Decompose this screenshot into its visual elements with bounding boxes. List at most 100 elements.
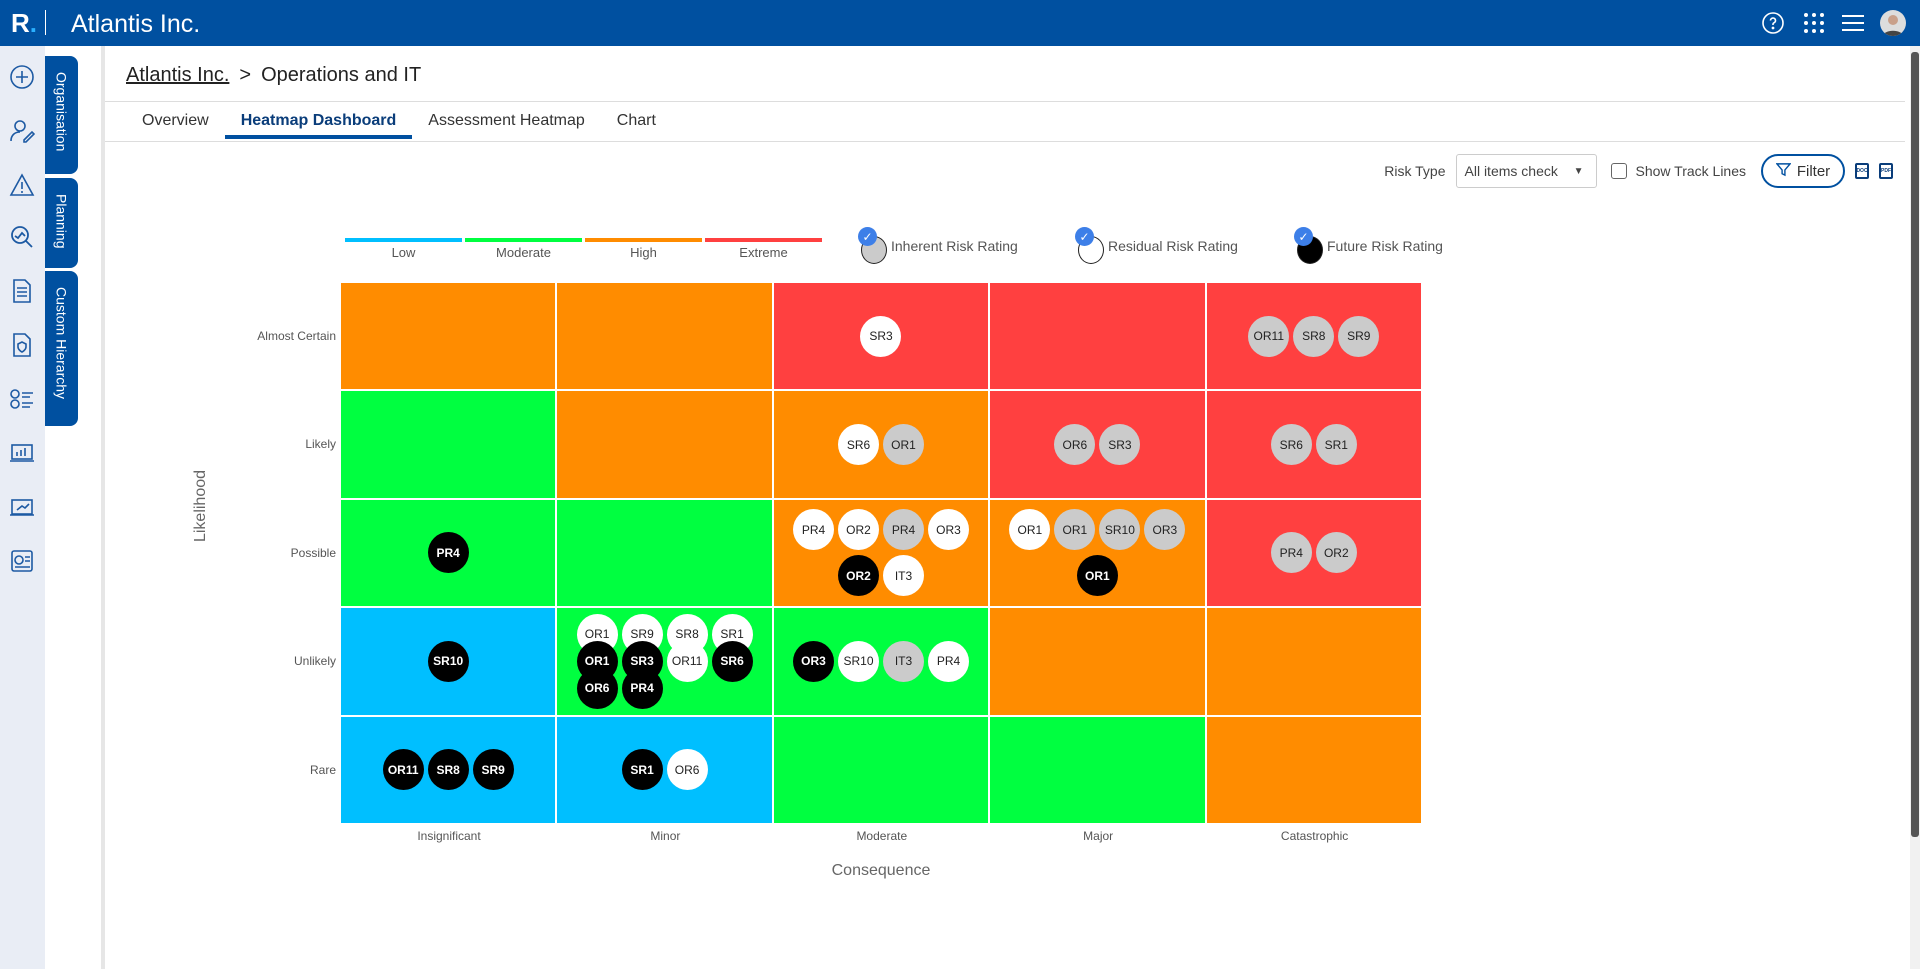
heatmap-cell[interactable] [557, 391, 772, 498]
heatmap-cell[interactable]: SR3 [773, 283, 989, 390]
bar-report-icon[interactable] [9, 440, 35, 466]
risk-bubble-residual[interactable]: OR2 [837, 509, 879, 551]
add-circle-icon[interactable] [9, 64, 35, 90]
heatmap-cell[interactable]: PR4 OR2 PR4 OR3 OR2 IT3 [773, 499, 989, 607]
heatmap-cell[interactable]: OR6 SR3 [990, 391, 1205, 498]
heatmap-cell[interactable]: SR6 OR1 [773, 391, 989, 498]
risk-bubble-future[interactable]: SR9 [472, 749, 514, 791]
help-icon[interactable] [1760, 10, 1786, 36]
apps-grid-icon[interactable] [1801, 10, 1827, 36]
heatmap-cell[interactable]: PR4 [341, 499, 556, 607]
tab-chart[interactable]: Chart [616, 112, 656, 129]
scrollbar-thumb[interactable] [1911, 52, 1919, 837]
heatmap-cell[interactable]: PR4 OR2 [1206, 499, 1421, 607]
heatmap-cell[interactable] [990, 716, 1205, 823]
risk-bubble-future[interactable]: SR6 [711, 640, 753, 682]
risk-bubble-future[interactable]: OR2 [837, 555, 879, 597]
legend-residual-toggle[interactable]: ✓ Residual Risk Rating [1075, 227, 1238, 264]
side-tab-planning[interactable]: Planning [45, 178, 78, 268]
user-edit-icon[interactable] [9, 118, 36, 144]
risk-bubble-future[interactable]: PR4 [621, 667, 663, 709]
heatmap-cell[interactable] [341, 391, 556, 498]
risk-search-icon[interactable] [9, 224, 35, 250]
user-avatar[interactable] [1880, 10, 1906, 36]
heatmap-cell[interactable] [1206, 608, 1421, 715]
filter-icon [1775, 162, 1792, 181]
heatmap-cell[interactable] [557, 283, 772, 390]
trend-chart-icon[interactable] [9, 494, 35, 520]
show-track-lines-checkbox[interactable] [1610, 163, 1627, 179]
heatmap-cell[interactable]: OR3 SR10 IT3 PR4 [773, 608, 989, 715]
risk-bubble-future[interactable]: OR1 [1076, 555, 1118, 597]
risk-bubble-inherent[interactable]: SR1 [1315, 424, 1357, 466]
risk-bubble-residual[interactable]: IT3 [882, 555, 924, 597]
export-doc-icon[interactable]: DOC [1855, 163, 1869, 179]
risk-bubble-inherent[interactable]: OR11 [1248, 315, 1290, 357]
heatmap-cell[interactable] [341, 283, 556, 390]
menu-icon[interactable] [1840, 10, 1866, 36]
legend-future-toggle[interactable]: ✓ Future Risk Rating [1294, 227, 1443, 264]
dashboard-report-icon[interactable] [9, 548, 35, 574]
risk-type-select[interactable]: All items check ▼ [1455, 154, 1597, 188]
heatmap-cell[interactable]: SR10 [341, 608, 556, 715]
checklist-icon[interactable] [9, 386, 35, 412]
tab-overview[interactable]: Overview [142, 112, 209, 129]
risk-bubble-inherent[interactable]: SR3 [1099, 424, 1141, 466]
heatmap-cell[interactable] [1206, 716, 1421, 823]
risk-bubble-residual[interactable]: SR6 [837, 424, 879, 466]
risk-bubble-inherent[interactable]: SR6 [1270, 424, 1312, 466]
risk-bubble-future[interactable]: OR3 [792, 640, 834, 682]
heatmap-cell[interactable]: SR6 SR1 [1206, 391, 1421, 498]
app-logo[interactable]: R. [11, 8, 38, 38]
tab-heatmap-dashboard[interactable]: Heatmap Dashboard [224, 104, 413, 139]
heatmap-cell[interactable]: OR11 SR8 SR9 [1206, 283, 1421, 390]
heatmap-cell[interactable] [557, 499, 772, 607]
risk-bubble-residual[interactable]: OR6 [666, 749, 708, 791]
heatmap-cell[interactable]: OR11 SR8 SR9 [341, 716, 556, 823]
risk-bubble-future[interactable]: OR6 [576, 667, 618, 709]
show-track-lines-label[interactable]: Show Track Lines [1635, 163, 1747, 179]
header-divider [105, 101, 1905, 102]
breadcrumb-root-link[interactable]: Atlantis Inc. [126, 64, 230, 86]
risk-bubble-residual[interactable]: OR3 [927, 509, 969, 551]
risk-bubble-inherent[interactable]: PR4 [1270, 532, 1312, 574]
risk-bubble-future[interactable]: SR10 [427, 640, 469, 682]
policy-shield-icon[interactable] [9, 332, 35, 358]
heatmap-cell[interactable] [773, 716, 989, 823]
legend-inherent-toggle[interactable]: ✓ Inherent Risk Rating [858, 227, 1018, 264]
risk-bubble-residual[interactable]: PR4 [927, 640, 969, 682]
risk-bubble-inherent[interactable]: OR1 [882, 424, 924, 466]
risk-bubble-residual[interactable]: SR10 [837, 640, 879, 682]
heatmap-cell[interactable]: SR1 OR6 [557, 716, 772, 823]
heatmap-cell[interactable] [990, 283, 1205, 390]
risk-bubble-residual[interactable]: PR4 [792, 509, 834, 551]
document-icon[interactable] [9, 278, 35, 304]
risk-bubble-future[interactable]: OR11 [382, 749, 424, 791]
warning-icon[interactable] [9, 172, 35, 198]
heatmap-cell[interactable] [990, 608, 1205, 715]
side-tab-custom-hierarchy[interactable]: Custom Hierarchy [45, 271, 78, 426]
export-pdf-icon[interactable]: PDF [1879, 163, 1893, 179]
risk-bubble-inherent[interactable]: SR8 [1293, 315, 1335, 357]
heatmap-cell[interactable]: OR1 SR9 SR8 SR1 OR1 SR3 OR11 SR6 OR6 PR4 [557, 608, 772, 715]
risk-bubble-residual[interactable]: OR1 [1009, 509, 1051, 551]
risk-bubble-inherent[interactable]: OR2 [1315, 532, 1357, 574]
tab-assessment-heatmap[interactable]: Assessment Heatmap [428, 112, 585, 129]
breadcrumb: Atlantis Inc. > Operations and IT [126, 64, 421, 87]
risk-bubble-residual[interactable]: OR11 [666, 640, 708, 682]
bubble-group: OR11 SR8 SR9 [382, 749, 514, 791]
risk-bubble-future[interactable]: SR8 [427, 749, 469, 791]
risk-bubble-inherent[interactable]: OR1 [1054, 509, 1096, 551]
heatmap-cell[interactable]: OR1 OR1 SR10 OR3 OR1 [990, 499, 1205, 607]
risk-bubble-inherent[interactable]: OR3 [1144, 509, 1186, 551]
risk-bubble-residual[interactable]: SR3 [860, 315, 902, 357]
risk-bubble-inherent[interactable]: SR9 [1338, 315, 1380, 357]
risk-bubble-inherent[interactable]: SR10 [1099, 509, 1141, 551]
risk-bubble-inherent[interactable]: PR4 [882, 509, 924, 551]
risk-bubble-inherent[interactable]: OR6 [1054, 424, 1096, 466]
risk-bubble-inherent[interactable]: IT3 [882, 640, 924, 682]
side-tab-organisation[interactable]: Organisation [45, 56, 78, 174]
risk-bubble-future[interactable]: SR1 [621, 749, 663, 791]
risk-bubble-future[interactable]: PR4 [427, 532, 469, 574]
filter-button[interactable]: Filter [1761, 154, 1845, 188]
